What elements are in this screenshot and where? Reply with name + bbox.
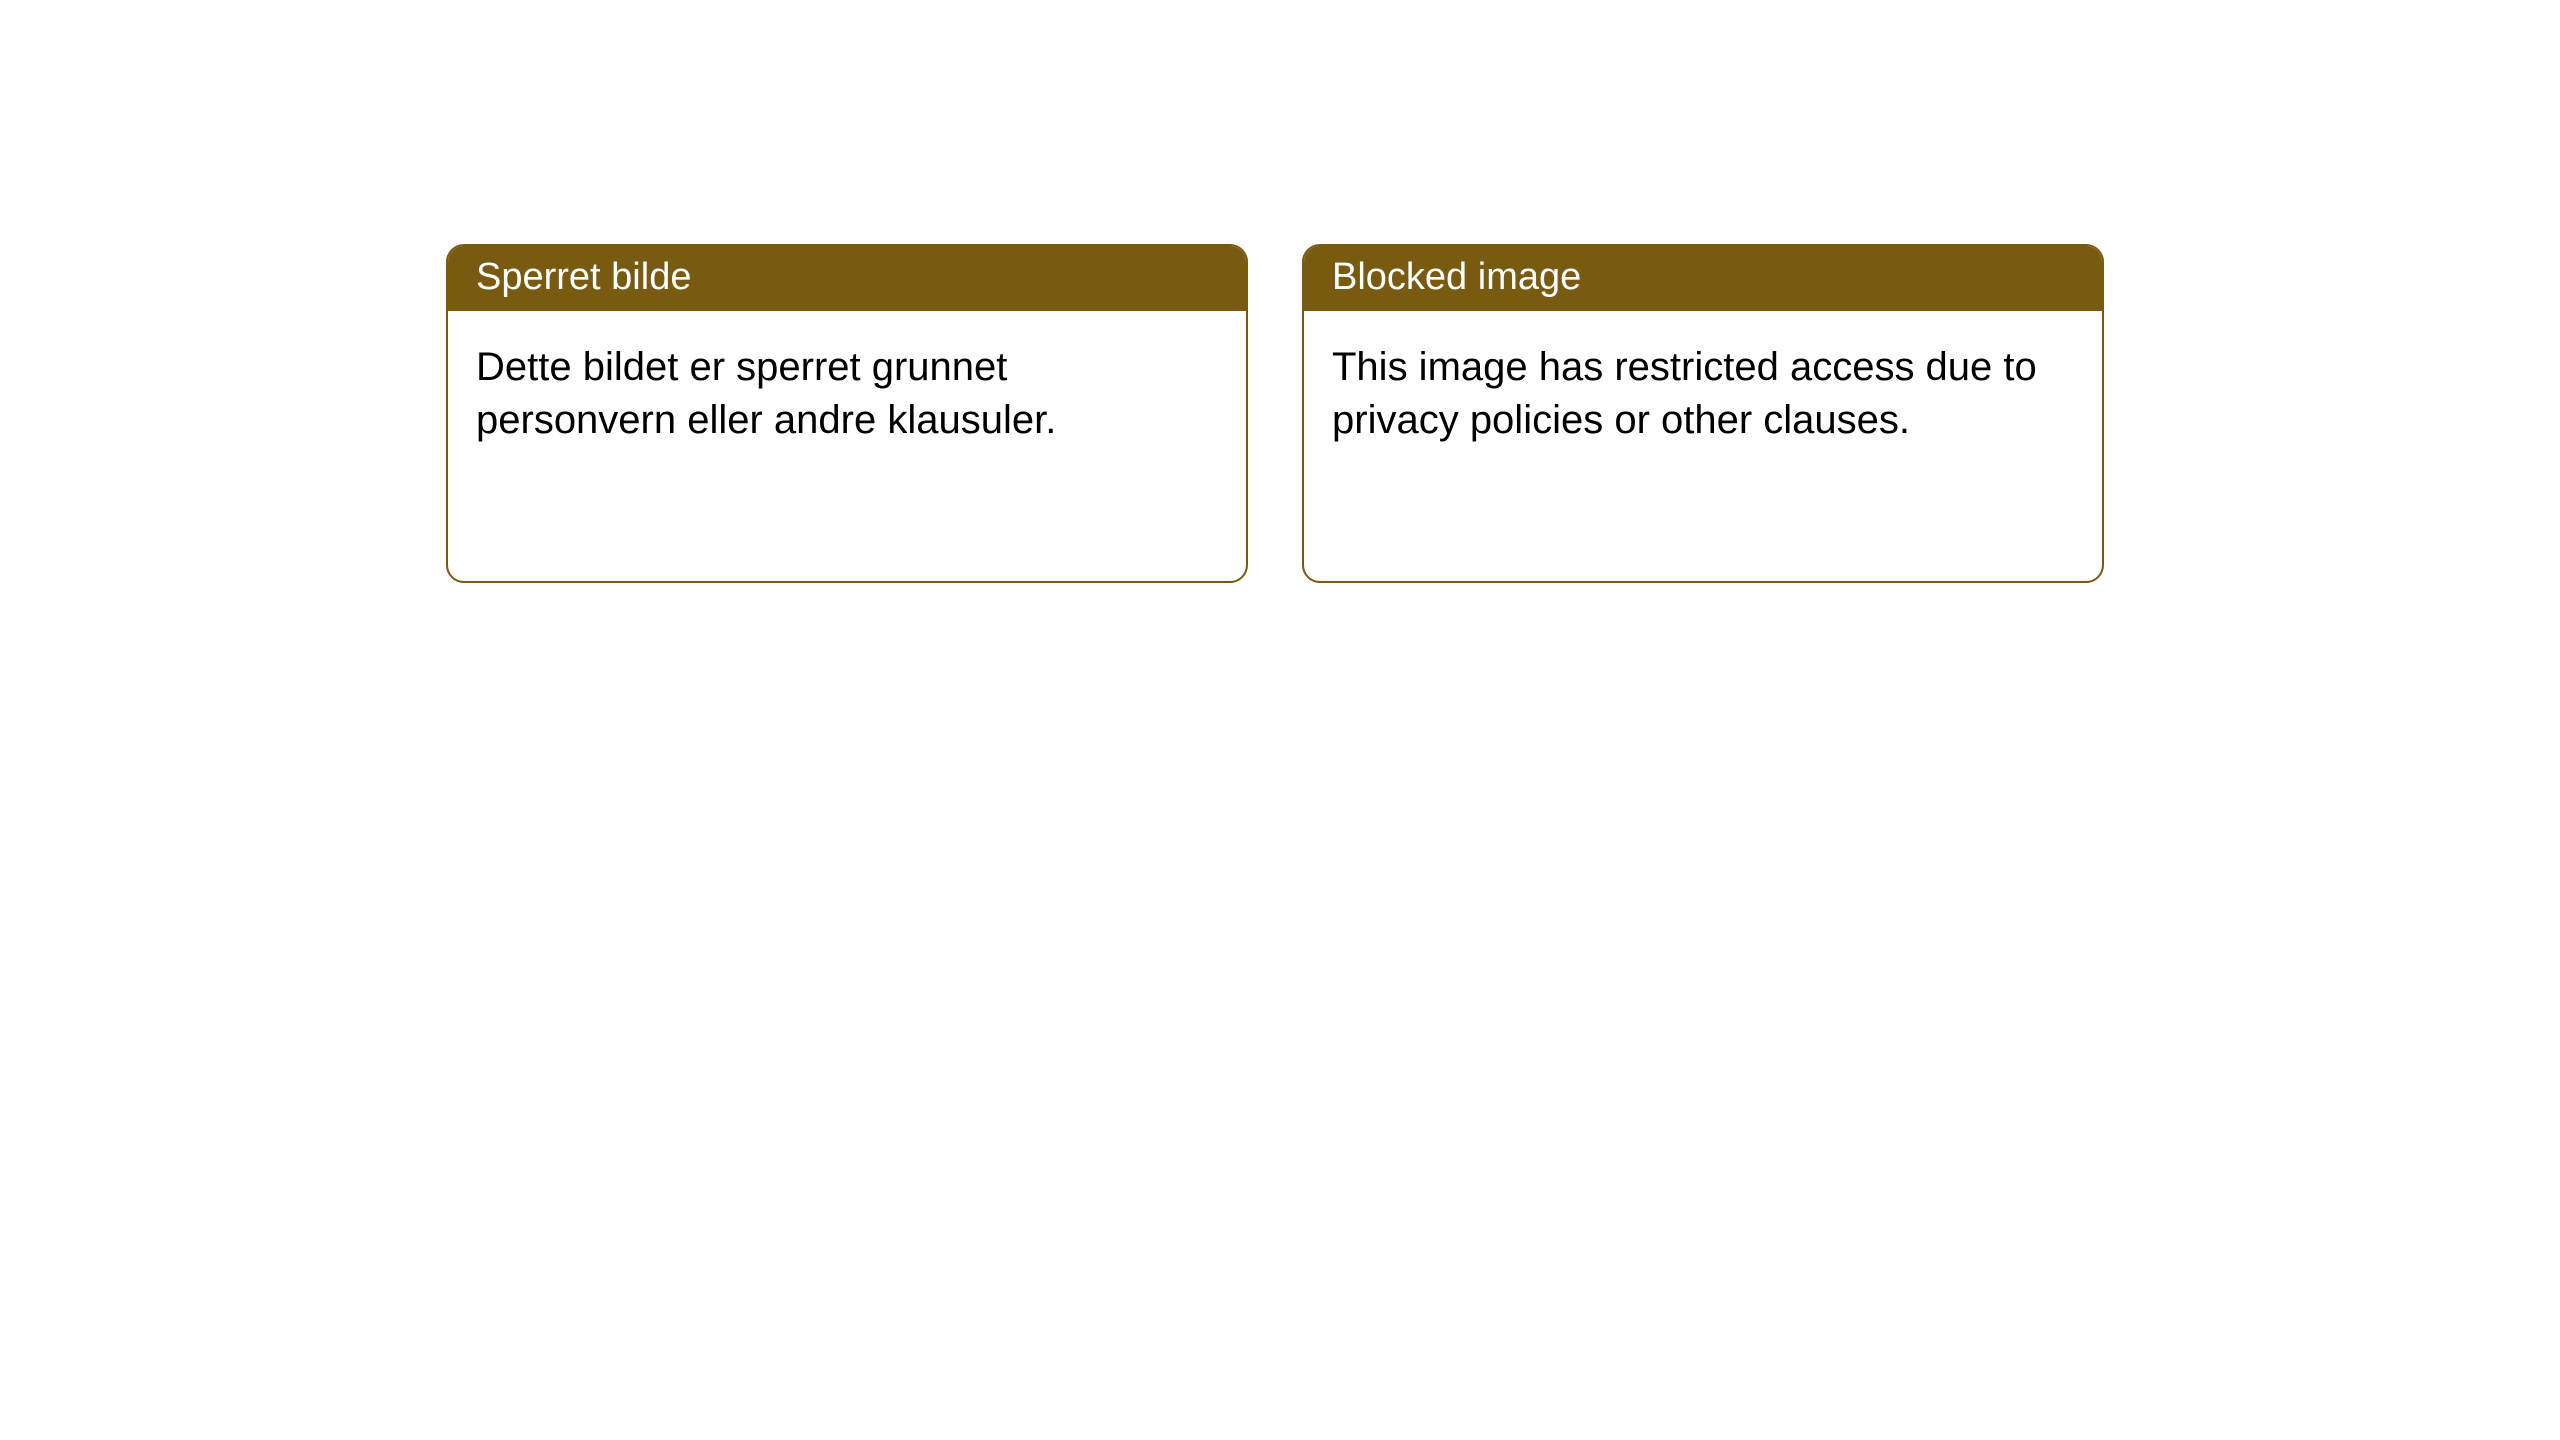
card-body: This image has restricted access due to … bbox=[1304, 311, 2102, 581]
notice-card-norwegian: Sperret bilde Dette bildet er sperret gr… bbox=[446, 244, 1248, 583]
card-header: Blocked image bbox=[1304, 246, 2102, 311]
card-body: Dette bildet er sperret grunnet personve… bbox=[448, 311, 1246, 581]
card-header: Sperret bilde bbox=[448, 246, 1246, 311]
notice-card-english: Blocked image This image has restricted … bbox=[1302, 244, 2104, 583]
notice-container: Sperret bilde Dette bildet er sperret gr… bbox=[0, 0, 2560, 583]
